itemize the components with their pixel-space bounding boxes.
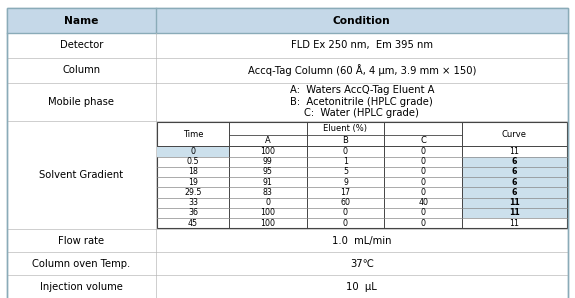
Text: FLD Ex 250 nm,  Em 395 nm: FLD Ex 250 nm, Em 395 nm: [291, 41, 433, 50]
Bar: [462, 177, 567, 187]
Text: 0: 0: [421, 208, 426, 218]
Bar: [462, 198, 567, 208]
Text: Mobile phase: Mobile phase: [48, 97, 114, 107]
Text: 6: 6: [512, 167, 517, 176]
Text: Name: Name: [64, 16, 98, 26]
Bar: [7, 8, 568, 33]
Text: Column oven Temp.: Column oven Temp.: [32, 259, 131, 269]
Text: 5: 5: [343, 167, 348, 176]
Bar: [157, 122, 567, 228]
Text: A:  Waters AccQ-Tag Eluent A
B:  Acetonitrile (HPLC grade)
C:  Water (HPLC grade: A: Waters AccQ-Tag Eluent A B: Acetonitr…: [290, 85, 434, 118]
Text: Condition: Condition: [333, 16, 391, 26]
Text: 91: 91: [263, 178, 273, 187]
Text: 83: 83: [263, 188, 273, 197]
Text: 29.5: 29.5: [184, 188, 202, 197]
Text: Time: Time: [183, 130, 203, 139]
Text: Accq-Tag Column (60 Å, 4 μm, 3.9 mm × 150): Accq-Tag Column (60 Å, 4 μm, 3.9 mm × 15…: [248, 64, 476, 76]
Bar: [462, 187, 567, 198]
Text: 45: 45: [188, 219, 198, 228]
Text: 33: 33: [188, 198, 198, 207]
Text: 0: 0: [421, 188, 426, 197]
Text: 6: 6: [512, 188, 517, 197]
Text: 19: 19: [188, 178, 198, 187]
Text: A: A: [264, 136, 270, 145]
Text: 60: 60: [340, 198, 351, 207]
Text: 18: 18: [188, 167, 198, 176]
Text: 0: 0: [421, 167, 426, 176]
Text: 1.0  mL/min: 1.0 mL/min: [332, 236, 392, 246]
Bar: [157, 146, 229, 156]
Text: 99: 99: [263, 157, 273, 166]
Text: 11: 11: [509, 198, 520, 207]
Text: B: B: [343, 136, 348, 145]
Text: Flow rate: Flow rate: [58, 236, 104, 246]
Text: 40: 40: [418, 198, 428, 207]
Text: 6: 6: [512, 157, 517, 166]
Bar: [462, 167, 567, 177]
Text: 6: 6: [512, 178, 517, 187]
Text: 11: 11: [509, 208, 520, 218]
Text: 0: 0: [190, 147, 196, 156]
Text: 100: 100: [260, 219, 275, 228]
Text: 0: 0: [343, 147, 348, 156]
Text: 0: 0: [421, 147, 426, 156]
Text: 11: 11: [509, 219, 519, 228]
Text: 0: 0: [421, 178, 426, 187]
Text: Curve: Curve: [502, 130, 527, 139]
Bar: [462, 208, 567, 218]
Text: 0: 0: [265, 198, 270, 207]
Text: 0: 0: [421, 219, 426, 228]
Text: 9: 9: [343, 178, 348, 187]
Text: Eluent (%): Eluent (%): [324, 124, 367, 133]
Text: 0: 0: [343, 208, 348, 218]
Text: Column: Column: [62, 65, 100, 75]
Text: 10  μL: 10 μL: [347, 282, 377, 292]
Text: 17: 17: [340, 188, 351, 197]
Text: 0.5: 0.5: [187, 157, 199, 166]
Text: 95: 95: [263, 167, 273, 176]
Text: 0: 0: [421, 157, 426, 166]
Bar: [462, 156, 567, 167]
Text: Solvent Gradient: Solvent Gradient: [39, 170, 123, 180]
Text: 11: 11: [509, 147, 519, 156]
Text: Injection volume: Injection volume: [40, 282, 122, 292]
Text: 100: 100: [260, 147, 275, 156]
Text: Detector: Detector: [60, 41, 103, 50]
Text: 1: 1: [343, 157, 348, 166]
Text: C: C: [420, 136, 426, 145]
Text: 0: 0: [343, 219, 348, 228]
Text: 100: 100: [260, 208, 275, 218]
Text: 36: 36: [188, 208, 198, 218]
Text: 37℃: 37℃: [350, 259, 374, 269]
